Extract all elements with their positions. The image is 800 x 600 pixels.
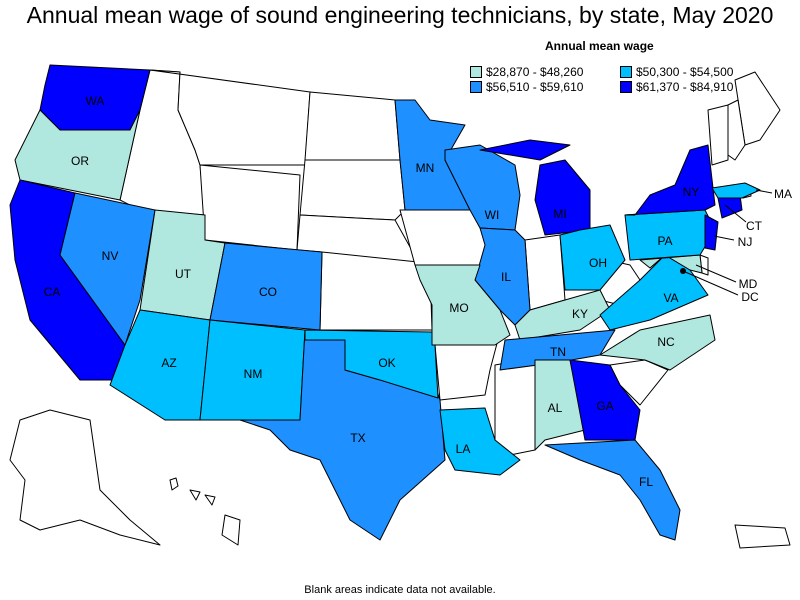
state-va[interactable] (599, 254, 709, 331)
label-dc: DC (741, 290, 759, 304)
state-nc[interactable] (599, 314, 716, 371)
label-az: AZ (161, 356, 176, 370)
state-in[interactable] (524, 234, 566, 311)
state-tn[interactable] (499, 329, 616, 371)
state-la[interactable] (439, 407, 521, 476)
state-ny[interactable] (624, 144, 716, 216)
footnote: Blank areas indicate data not available. (304, 584, 496, 596)
state-nv[interactable] (59, 192, 156, 346)
label-tx: TX (350, 431, 365, 445)
label-ct: CT (746, 219, 763, 233)
leader-dc (682, 270, 739, 296)
legend-swatch-high (620, 81, 632, 93)
state-wy[interactable] (199, 164, 301, 251)
label-wi: WI (485, 208, 500, 222)
label-fl: FL (639, 475, 653, 489)
label-ma: MA (774, 187, 792, 201)
legend-item-mid-high: $56,510 - $59,610 (470, 80, 583, 94)
state-vt[interactable] (707, 104, 729, 166)
blank-states (9, 69, 791, 549)
label-mi: MI (553, 207, 566, 221)
label-tn: TN (550, 345, 566, 359)
state-or[interactable] (14, 109, 141, 201)
leader-md (695, 264, 737, 283)
state-sd[interactable] (299, 159, 406, 221)
label-nv: NV (102, 249, 119, 263)
label-ga: GA (596, 399, 613, 413)
state-pr[interactable] (734, 524, 791, 549)
legend-label-high: $61,370 - $84,910 (636, 80, 734, 94)
legend-label-low: $28,870 - $48,260 (486, 65, 584, 79)
label-or: OR (71, 154, 89, 168)
label-ca: CA (44, 285, 61, 299)
label-pa: PA (657, 234, 672, 248)
label-ny: NY (683, 185, 700, 199)
label-la: LA (456, 442, 471, 456)
label-ky: KY (572, 307, 588, 321)
legend-label-mid-low: $50,300 - $54,500 (636, 65, 734, 79)
state-hi[interactable] (169, 477, 241, 546)
label-mo: MO (449, 301, 468, 315)
label-nc: NC (657, 335, 675, 349)
legend-swatch-mid-low (620, 66, 632, 78)
label-nm: NM (244, 367, 263, 381)
state-fl[interactable] (544, 439, 681, 541)
legend-title: Annual mean wage (545, 39, 654, 53)
label-wa: WA (86, 94, 105, 108)
label-nj: NJ (738, 235, 753, 249)
label-il: IL (501, 270, 511, 284)
leader-ct (724, 204, 747, 223)
state-ms[interactable] (494, 357, 536, 456)
label-co: CO (259, 285, 277, 299)
leader-lines (682, 189, 773, 296)
legend-label-mid-high: $56,510 - $59,610 (486, 80, 584, 94)
leader-ma (755, 189, 773, 194)
map-title: Annual mean wage of sound engineering te… (26, 2, 774, 28)
state-ga[interactable] (569, 359, 641, 441)
state-oh[interactable] (559, 224, 626, 291)
leader-nj (713, 235, 735, 241)
legend-swatch-low (470, 66, 482, 78)
state-ma[interactable] (711, 182, 761, 199)
label-md: MD (739, 277, 758, 291)
label-oh: OH (589, 256, 607, 270)
label-al: AL (548, 401, 563, 415)
label-ut: UT (175, 267, 192, 281)
legend-item-low: $28,870 - $48,260 (470, 65, 583, 79)
state-nj[interactable] (704, 214, 719, 251)
legend-item-mid-low: $50,300 - $54,500 (620, 65, 733, 79)
label-mn: MN (416, 161, 435, 175)
legend-item-high: $61,370 - $84,910 (620, 80, 733, 94)
state-nd[interactable] (304, 91, 401, 161)
state-ak[interactable] (9, 409, 161, 546)
state-al[interactable] (534, 359, 586, 451)
state-mo[interactable] (414, 264, 511, 346)
label-ok: OK (378, 356, 395, 370)
label-va: VA (663, 291, 678, 305)
legend-swatch-mid-high (470, 81, 482, 93)
